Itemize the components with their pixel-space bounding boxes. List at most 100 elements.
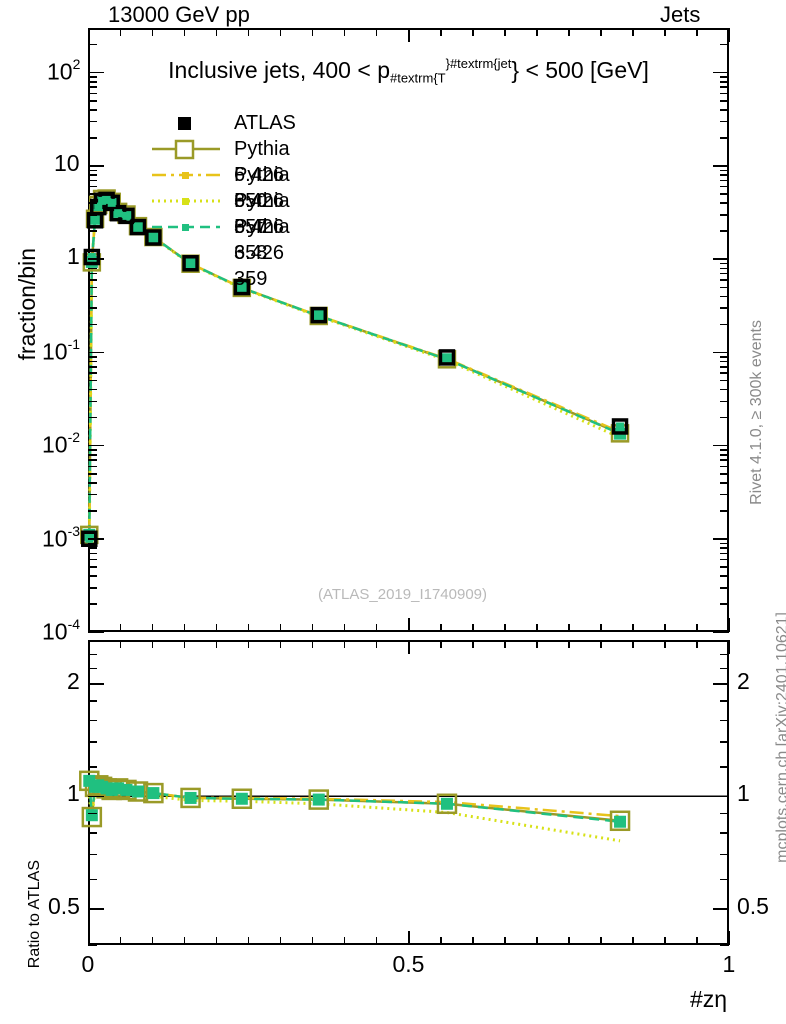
y-tick bbox=[720, 400, 729, 402]
x-tick bbox=[504, 937, 506, 945]
x-tick bbox=[568, 640, 570, 648]
y-tick bbox=[88, 493, 97, 496]
y-tick bbox=[88, 944, 97, 946]
y-tick bbox=[713, 165, 729, 167]
y-tick bbox=[720, 379, 729, 382]
legend-atlas-key-icon bbox=[150, 110, 222, 136]
main-y-tick-label: 10-2 bbox=[42, 429, 81, 458]
x-tick bbox=[696, 937, 698, 945]
y-tick bbox=[720, 459, 729, 461]
main-y-tick-label: 1 bbox=[67, 242, 80, 269]
y-tick bbox=[720, 372, 729, 374]
y-tick bbox=[88, 640, 97, 643]
x-tick bbox=[408, 931, 410, 945]
ratio-y-tick-label: 2 bbox=[67, 667, 80, 694]
main-y-tick-label: 10-3 bbox=[42, 522, 81, 552]
x-tick bbox=[536, 28, 538, 36]
y-tick bbox=[88, 388, 97, 391]
y-tick bbox=[720, 137, 729, 139]
y-tick bbox=[88, 279, 97, 281]
y-tick bbox=[88, 683, 104, 685]
y-tick bbox=[720, 120, 729, 123]
x-tick-label: 1 bbox=[722, 951, 736, 977]
y-tick bbox=[720, 566, 729, 568]
x-tick bbox=[311, 624, 314, 632]
y-tick bbox=[88, 351, 104, 354]
x-tick bbox=[440, 624, 442, 632]
y-tick bbox=[720, 667, 729, 670]
legend-pythia-357-label: Pythia 6.426 357 bbox=[234, 164, 290, 238]
y-tick bbox=[720, 575, 729, 577]
y-tick bbox=[88, 120, 97, 123]
y-tick bbox=[88, 575, 97, 577]
y-tick bbox=[88, 379, 97, 382]
y-tick bbox=[713, 351, 729, 354]
y-tick bbox=[720, 230, 729, 232]
y-tick bbox=[88, 174, 97, 176]
x-tick bbox=[664, 624, 666, 632]
y-tick bbox=[88, 356, 97, 358]
y-tick bbox=[88, 360, 97, 363]
x-tick bbox=[440, 28, 442, 36]
x-tick bbox=[279, 640, 282, 648]
y-tick bbox=[713, 538, 729, 540]
x-tick bbox=[632, 640, 634, 648]
x-tick bbox=[311, 28, 314, 36]
y-tick bbox=[88, 267, 97, 270]
x-tick bbox=[247, 937, 250, 945]
x-tick bbox=[728, 618, 730, 632]
title-prefix: Inclusive jets, 400 < p bbox=[168, 56, 390, 83]
x-tick bbox=[119, 937, 122, 945]
x-tick bbox=[87, 28, 89, 42]
legend-pythia-350-key-icon bbox=[150, 136, 222, 162]
y-tick bbox=[88, 719, 97, 722]
y-tick bbox=[720, 279, 729, 281]
y-tick bbox=[88, 258, 104, 260]
y-tick bbox=[720, 558, 729, 561]
y-tick bbox=[720, 542, 729, 545]
x-tick bbox=[183, 640, 186, 648]
x-tick bbox=[343, 640, 346, 648]
y-tick bbox=[720, 193, 729, 195]
y-tick bbox=[720, 510, 729, 512]
x-tick bbox=[632, 937, 634, 945]
title-subscript: #textrm{T bbox=[389, 70, 446, 86]
y-tick bbox=[720, 766, 729, 768]
x-tick bbox=[151, 640, 154, 648]
x-tick bbox=[87, 618, 89, 632]
main-y-tick-label: 10 bbox=[54, 149, 80, 176]
y-tick bbox=[720, 454, 729, 456]
x-tick bbox=[568, 28, 570, 36]
y-tick bbox=[88, 295, 97, 298]
y-tick bbox=[88, 566, 97, 568]
x-tick bbox=[408, 28, 410, 42]
y-tick bbox=[88, 86, 97, 88]
y-tick bbox=[88, 272, 97, 275]
x-tick bbox=[600, 624, 602, 632]
x-tick bbox=[215, 937, 218, 945]
x-tick bbox=[375, 624, 378, 632]
y-tick bbox=[88, 307, 97, 309]
y-tick bbox=[88, 465, 97, 468]
y-tick bbox=[88, 741, 97, 743]
y-tick bbox=[88, 81, 97, 83]
y-tick bbox=[720, 482, 729, 484]
y-tick bbox=[88, 510, 97, 512]
x-tick bbox=[215, 28, 218, 36]
x-tick bbox=[119, 624, 122, 632]
x-tick bbox=[472, 28, 474, 36]
x-tick bbox=[504, 640, 506, 648]
y-tick bbox=[713, 908, 729, 910]
x-tick bbox=[343, 624, 346, 632]
y-tick bbox=[88, 482, 97, 484]
y-tick bbox=[713, 795, 729, 798]
legend-atlas-label: ATLAS bbox=[234, 112, 296, 134]
y-tick bbox=[720, 741, 729, 743]
x-tick bbox=[504, 28, 506, 36]
y-tick bbox=[88, 700, 97, 702]
legend-pythia-359-label: Pythia 6.426 359 bbox=[234, 216, 290, 290]
x-tick bbox=[408, 640, 410, 654]
main-y-tick-label: 10-1 bbox=[42, 336, 81, 365]
y-tick bbox=[720, 185, 729, 188]
